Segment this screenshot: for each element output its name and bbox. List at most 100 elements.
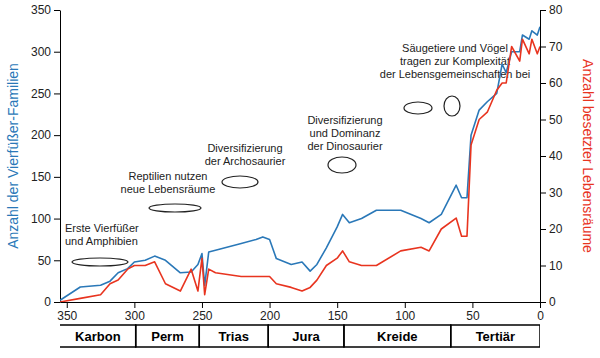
tick-mark [405,302,406,308]
tick-mark [54,93,60,94]
icon [328,157,356,173]
tick-label: 200 [260,309,280,323]
tick: 80 [540,3,563,17]
tick-label: 60 [549,76,563,90]
annotation: und Amphibien [65,235,138,247]
tick-label: 30 [549,186,563,200]
x-axis: 350 300 250 200 150 100 50 0 [57,302,544,323]
tick: 100 [31,212,60,226]
tick-label: 350 [31,3,51,17]
tick-mark [337,302,338,308]
period-box [268,325,344,347]
tick-mark [54,302,60,303]
icon [149,204,201,212]
tick: 350 [57,302,77,323]
tick-mark [540,193,546,194]
tick-label: 350 [57,309,77,323]
annotation: neue Lebensräume [121,183,216,195]
tick: 150 [328,302,348,323]
annotation: Säugetiere und Vögel [402,42,508,54]
tick: 0 [540,295,556,309]
tick-label: 150 [31,170,51,184]
tick: 50 [540,113,563,127]
tick-mark [540,120,546,121]
tick-label: 250 [192,309,212,323]
tick: 250 [31,87,60,101]
series-line [60,39,540,302]
tick-label: 150 [328,309,348,323]
tick-label: 100 [31,212,51,226]
period-label: Kreide [377,329,417,344]
tick-label: 20 [549,222,563,236]
tick-label: 250 [31,87,51,101]
tick-label: 40 [549,149,563,163]
tick-label: 300 [31,45,51,59]
tick-label: 70 [549,40,563,54]
y2-axis-title: Anzahl besetzter Lebensräume [580,59,596,253]
tick: 300 [125,302,145,323]
tick-label: 50 [466,309,480,323]
tick: 40 [540,149,563,163]
tick: 0 [537,302,544,323]
icon [404,102,432,114]
tick-label: 0 [537,309,544,323]
axis-line [61,302,541,303]
tick-label: 0 [549,295,556,309]
annotations: Erste Vierfüßerund Amphibien Reptilien nu… [65,42,530,247]
tick-mark [202,302,203,308]
tick-mark [270,302,271,308]
period-box [344,325,451,347]
annotation: tragen zur Komplexität [400,55,510,67]
tick-label: 50 [549,113,563,127]
tick: 70 [540,40,563,54]
tick: 30 [540,186,563,200]
y-axis-title: Anzahl der Vierfüßer-Familien [5,63,21,249]
tick-label: 80 [549,3,563,17]
annotation: Diversifizierung [307,114,382,126]
tick-label: 0 [44,295,51,309]
period-box [199,325,268,347]
tick-label: 100 [395,309,415,323]
tick: 350 [31,3,60,17]
annotation: der Archosaurier [205,155,286,167]
annotation: Erste Vierfüßer [65,222,139,234]
tick-mark [54,177,60,178]
tick-mark [540,229,546,230]
tick: 10 [540,259,563,273]
tick-mark [540,266,546,267]
period-box [136,325,200,347]
period-label: Jura [292,329,320,344]
period-box [60,325,136,347]
tick-mark [540,302,546,303]
tick-mark [540,156,546,157]
y2-axis: 0 10 20 30 40 50 60 70 80 [540,3,563,309]
tick-mark [54,219,60,220]
tick-mark [54,135,60,136]
period-label: Trias [219,329,249,344]
tick: 50 [466,302,480,323]
tick-label: 300 [125,309,145,323]
tick-mark [67,302,68,308]
tick-mark [54,52,60,53]
tick-label: 200 [31,128,51,142]
tick: 100 [395,302,415,323]
period-label: Perm [151,329,184,344]
icon [222,176,258,188]
tick: 60 [540,76,563,90]
tick: 200 [31,128,60,142]
icon [444,96,460,116]
plot-area [60,27,540,302]
tick: 20 [540,222,563,236]
annotation: Reptilien nutzen [129,170,208,182]
tick: 150 [31,170,60,184]
tick-label: 10 [549,259,563,273]
tick-mark [540,83,546,84]
tick-label: 50 [38,254,52,268]
tick: 50 [38,254,60,268]
tick: 200 [260,302,280,323]
series-line [60,27,540,301]
tick-mark [540,47,546,48]
period-box [451,325,540,347]
annotation: der Dinosaurier [307,140,383,152]
tick-mark [134,302,135,308]
